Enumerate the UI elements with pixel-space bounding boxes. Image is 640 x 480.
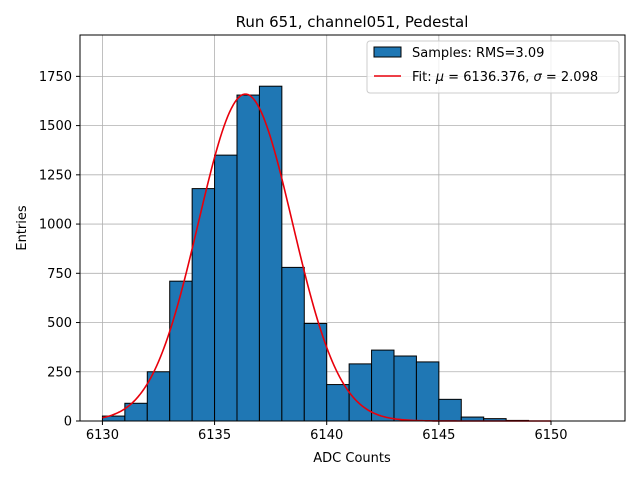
chart-title: Run 651, channel051, Pedestal (236, 13, 469, 31)
histogram-bar-5 (214, 154, 238, 422)
histogram-bar-14 (415, 361, 440, 422)
histogram-bar-10 (326, 384, 350, 422)
histogram-bars (101, 85, 530, 422)
x-axis-ticks: 6130 6135 6140 6145 6150 (86, 421, 568, 443)
y-tick-label-5: 1250 (39, 168, 72, 183)
y-tick-label-0: 0 (64, 415, 72, 430)
x-tick-label-0: 6130 (86, 428, 119, 443)
legend-samples-label: Samples: RMS=3.09 (412, 46, 544, 61)
legend: Samples: RMS=3.09 Fit: μ = 6136.376, σ =… (366, 40, 620, 94)
y-tick-label-7: 1750 (39, 70, 72, 85)
x-tick-label-2: 6140 (310, 428, 343, 443)
histogram-bar-3 (169, 280, 193, 422)
histogram-bar-15 (438, 398, 462, 422)
y-tick-label-2: 500 (47, 316, 72, 331)
histogram-bar-12 (371, 349, 395, 422)
legend-box (366, 40, 620, 94)
histogram-bar-4 (191, 188, 216, 422)
histogram-bar-13 (393, 355, 417, 422)
y-tick-label-6: 1500 (39, 119, 72, 134)
x-tick-label-1: 6135 (198, 428, 231, 443)
histogram-bar-11 (348, 363, 373, 422)
y-axis-ticks: 0 250 500 750 1000 1250 1500 1750 (39, 70, 80, 430)
y-tick-label-1: 250 (47, 365, 72, 380)
y-tick-label-3: 750 (47, 267, 72, 282)
legend-fit-label: Fit: μ = 6136.376, σ = 2.098 (412, 70, 598, 85)
x-tick-label-3: 6145 (422, 428, 455, 443)
histogram-bar-6 (236, 94, 260, 422)
plot-frame (79, 34, 626, 422)
y-axis-label: Entries (15, 205, 30, 251)
y-tick-label-4: 1000 (39, 218, 72, 233)
x-axis-label: ADC Counts (313, 451, 391, 466)
legend-samples-swatch (373, 46, 402, 58)
x-tick-label-4: 6150 (534, 428, 567, 443)
histogram-bar-8 (281, 266, 305, 422)
